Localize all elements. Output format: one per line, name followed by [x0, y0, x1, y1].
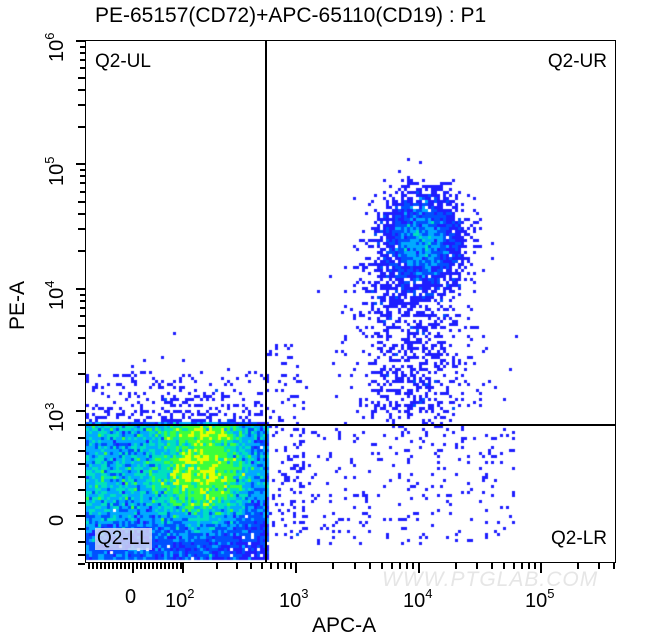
quadrant-gate-vertical[interactable]: [265, 41, 267, 562]
x-tick-label-0: 0: [125, 586, 137, 608]
quadrant-gate-horizontal[interactable]: [86, 424, 615, 426]
y-axis-title: PE-A: [6, 280, 29, 330]
plot-area: Q2-UL Q2-UR Q2-LL Q2-LR: [85, 40, 616, 563]
y-tick-label-1e6: 106: [42, 32, 68, 62]
x-tick-label-1e3: 103: [279, 586, 309, 612]
x-tick-label-1e2: 102: [165, 586, 195, 612]
y-tick-label-1e4: 104: [42, 280, 68, 310]
y-tick-label-1e3: 103: [42, 402, 68, 432]
quadrant-label-ur: Q2-UR: [547, 51, 607, 72]
x-tick-label-1e5: 105: [525, 586, 555, 612]
x-axis-title: APC-A: [312, 614, 377, 637]
quadrant-label-ul: Q2-UL: [95, 51, 151, 72]
chart-title: PE-65157(CD72)+APC-65110(CD19) : P1: [95, 4, 487, 27]
y-tick-label-0: 0: [46, 514, 68, 526]
x-tick-label-1e4: 104: [403, 586, 433, 612]
quadrant-label-ll: Q2-LL: [95, 528, 152, 550]
density-dot-plot: [86, 41, 614, 561]
quadrant-label-lr: Q2-LR: [551, 528, 607, 549]
y-tick-label-1e5: 105: [42, 156, 68, 186]
watermark: WWW.PTGLAB.COM: [382, 568, 599, 591]
